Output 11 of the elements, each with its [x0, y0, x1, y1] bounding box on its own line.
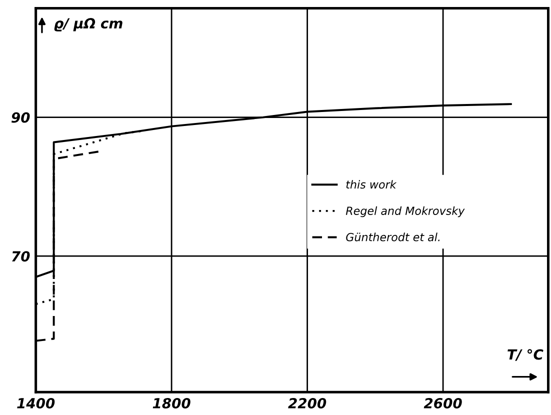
y-tick-label: 90 — [12, 112, 30, 123]
y-axis-title: ϱ/ μΩ cm — [54, 18, 122, 32]
y-tick-label: 70 — [12, 251, 30, 262]
legend-label: Güntherodt et al. — [346, 232, 440, 242]
legend-label: this work — [346, 180, 397, 189]
x-tick-label: 1400 — [17, 398, 55, 408]
x-tick-label: 2600 — [424, 398, 462, 408]
legend-label: Regel and Mokrovsky — [346, 206, 465, 218]
x-axis-title: T/ °C — [508, 349, 544, 361]
x-tick-label: 1800 — [152, 398, 190, 408]
x-tick-label: 2200 — [288, 398, 326, 408]
